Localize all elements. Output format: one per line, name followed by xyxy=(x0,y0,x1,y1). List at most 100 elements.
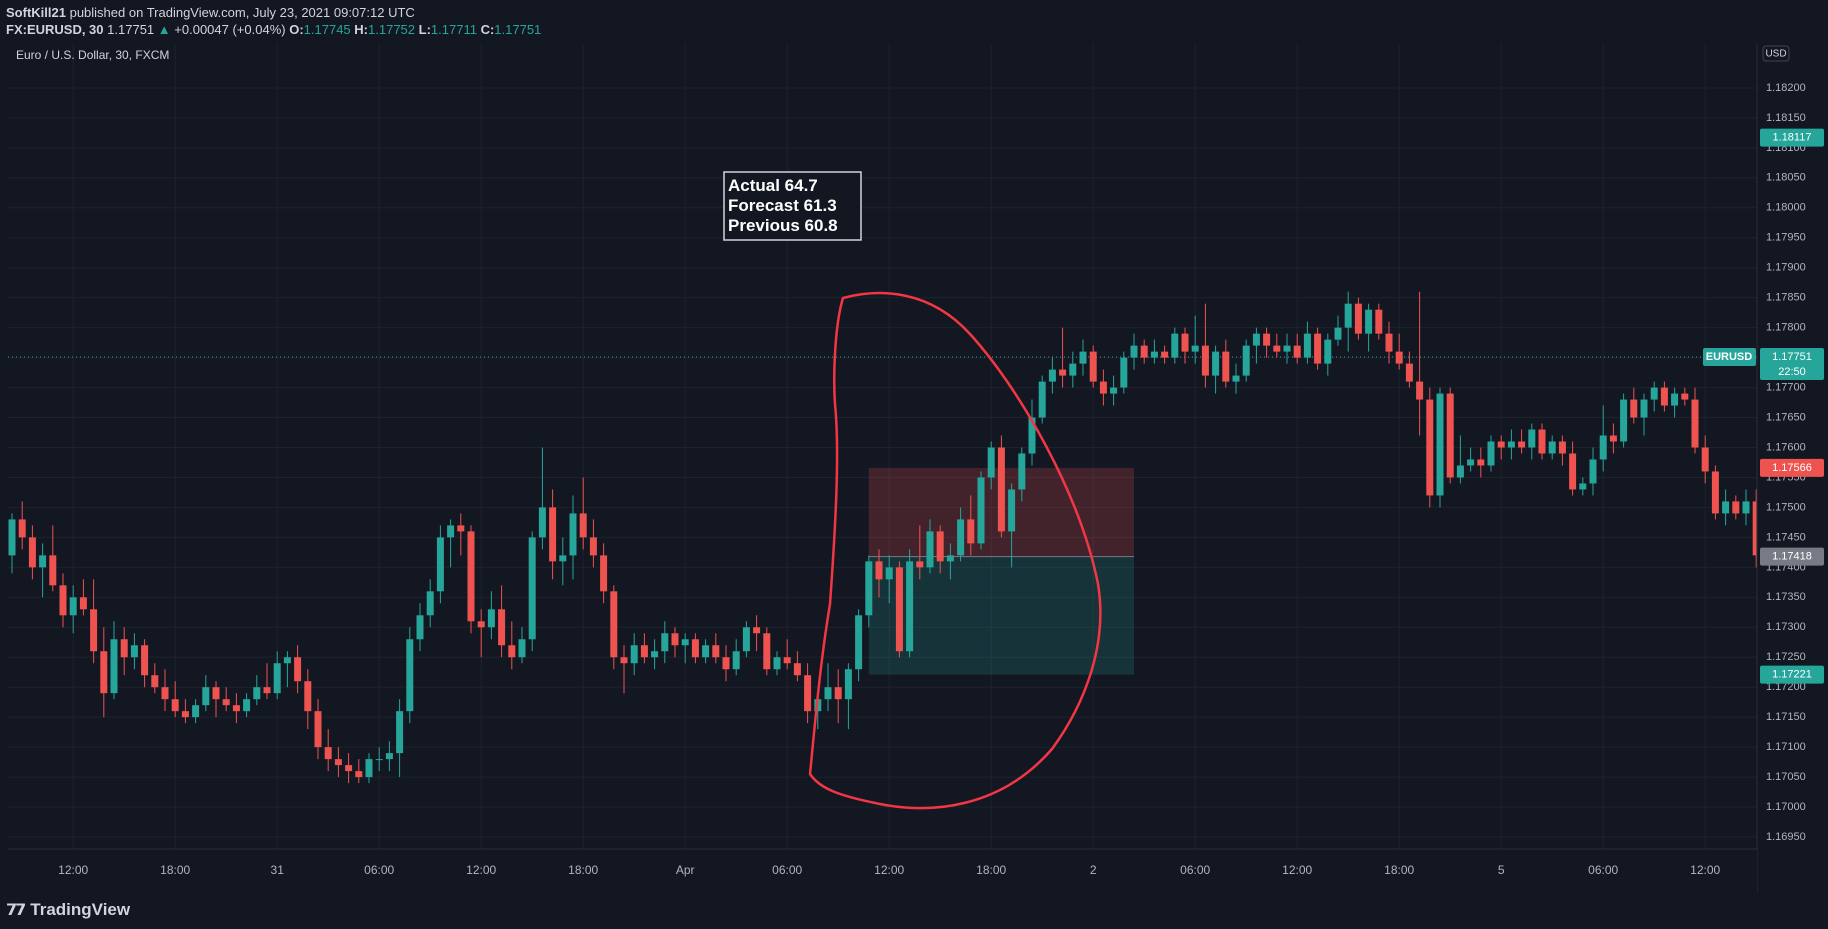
candle-body xyxy=(681,639,689,646)
candle-body xyxy=(273,663,281,694)
candle-body xyxy=(579,513,587,538)
tradingview-logo-icon: 𝟳𝟳 xyxy=(6,902,26,919)
time-ticks: 12:00 18:00 31 06:00 12:00 18:00 Apr 06:00 12:00… xyxy=(58,863,1720,877)
currency-badge[interactable] xyxy=(1762,45,1790,62)
candle-body xyxy=(722,657,730,670)
candlestick-chart[interactable]: Actual 64.7 Forecast 61.3 Previous 60.8 … xyxy=(0,44,1828,893)
open-value: 1.17745 xyxy=(303,22,351,37)
candle-body xyxy=(1620,399,1628,442)
candle-body xyxy=(742,627,750,652)
candle-body xyxy=(151,675,159,688)
candle-body xyxy=(600,555,608,592)
candle-body xyxy=(1426,399,1434,496)
time-tick-label: 06:00 xyxy=(1180,863,1210,877)
time-tick-label: 18:00 xyxy=(1384,863,1414,877)
close-value: 1.17751 xyxy=(494,22,542,37)
candle-body xyxy=(712,645,720,658)
candle-body xyxy=(1701,447,1709,472)
candle-body xyxy=(1314,333,1322,364)
price-tick-label: 1.17650 xyxy=(1766,411,1806,423)
candle-body xyxy=(875,561,883,580)
tradingview-logo[interactable]: 𝟳𝟳 TradingView xyxy=(6,900,130,920)
candle-body xyxy=(375,759,383,761)
time-tick-label: 18:00 xyxy=(160,863,190,877)
price-tag xyxy=(1760,458,1824,477)
candle-body xyxy=(416,615,424,640)
candle-body xyxy=(1365,309,1373,334)
hand-drawn-circle[interactable] xyxy=(808,291,1102,810)
time-tick-label: 5 xyxy=(1498,863,1505,877)
candle-body xyxy=(1446,393,1454,478)
candle-body xyxy=(1507,441,1515,448)
candle-body xyxy=(385,753,393,760)
candle-body xyxy=(1497,441,1505,448)
author-name[interactable]: SoftKill21 xyxy=(6,5,66,20)
candle-body xyxy=(783,657,791,664)
candle-body xyxy=(1671,393,1679,406)
candle-body xyxy=(1263,333,1271,346)
candle-body xyxy=(1201,345,1209,376)
price-tick-label: 1.17200 xyxy=(1766,681,1806,693)
price-tick-label: 1.17350 xyxy=(1766,591,1806,603)
price-tick-label: 1.18150 xyxy=(1766,112,1806,124)
price-tick-label: 1.17000 xyxy=(1766,801,1806,813)
candle-body xyxy=(161,687,169,700)
candle-body xyxy=(1008,489,1016,532)
time-axis[interactable]: 12:00 18:00 31 06:00 12:00 18:00 Apr 06:00 12:00… xyxy=(0,848,1757,893)
price-tick-label: 1.17500 xyxy=(1766,501,1806,513)
candle-body xyxy=(59,585,67,616)
candle-body xyxy=(1487,441,1495,466)
candle-body xyxy=(753,627,761,634)
time-tick-label: 31 xyxy=(271,863,285,877)
tradingview-logo-text: TradingView xyxy=(30,900,131,919)
candle-body xyxy=(1375,309,1383,334)
price-tick-label: 1.17250 xyxy=(1766,651,1806,663)
candle-body xyxy=(773,657,781,670)
candle-body xyxy=(1161,351,1169,358)
candle-body xyxy=(1711,471,1719,514)
candle-body xyxy=(1691,399,1699,448)
time-tick-label: 06:00 xyxy=(364,863,394,877)
candle-body xyxy=(1120,357,1128,388)
candle-body xyxy=(8,519,16,556)
price-tag xyxy=(1760,128,1824,147)
candle-body xyxy=(691,639,699,658)
candle-body xyxy=(1048,369,1056,382)
candle-body xyxy=(426,591,434,616)
candle-body xyxy=(304,681,312,712)
price-tick-label: 1.18050 xyxy=(1766,172,1806,184)
candle-body xyxy=(467,531,475,622)
candle-body xyxy=(1518,441,1526,448)
economic-data-box[interactable]: Actual 64.7 Forecast 61.3 Previous 60.8 xyxy=(723,171,862,241)
candle-body xyxy=(110,639,118,694)
candle-body xyxy=(1334,327,1342,340)
candle-body xyxy=(1303,333,1311,358)
candle-body xyxy=(457,525,465,532)
low-label: L: xyxy=(418,22,431,37)
price-axis[interactable]: USD 1.169501.170001.170501.171001.171501… xyxy=(1703,44,1828,893)
time-tick-label: 12:00 xyxy=(1282,863,1312,877)
candle-body xyxy=(1436,393,1444,496)
candle-body xyxy=(18,519,26,538)
symbol-label[interactable]: FX:EURUSD, 30 xyxy=(6,22,104,37)
candle-body xyxy=(222,699,230,706)
symbol-tag-text: EURUSD xyxy=(1706,351,1753,363)
candle-body xyxy=(1722,501,1730,514)
candle-body xyxy=(855,615,863,670)
candle-body xyxy=(1742,501,1750,514)
price-tick-label: 1.17450 xyxy=(1766,531,1806,543)
candle-body xyxy=(314,711,322,748)
candle-body xyxy=(243,699,251,712)
candle-body xyxy=(865,561,873,616)
candle-body xyxy=(1079,351,1087,364)
candle-body xyxy=(1385,333,1393,352)
candle-body xyxy=(1232,375,1240,382)
candle-body xyxy=(1609,435,1617,442)
candle-body xyxy=(1416,381,1424,400)
candle-body xyxy=(69,597,77,616)
time-tick-label: 06:00 xyxy=(1588,863,1618,877)
candle-body xyxy=(732,651,740,670)
candle-body xyxy=(569,513,577,556)
price-tick-label: 1.17850 xyxy=(1766,292,1806,304)
candle-body xyxy=(1579,483,1587,490)
